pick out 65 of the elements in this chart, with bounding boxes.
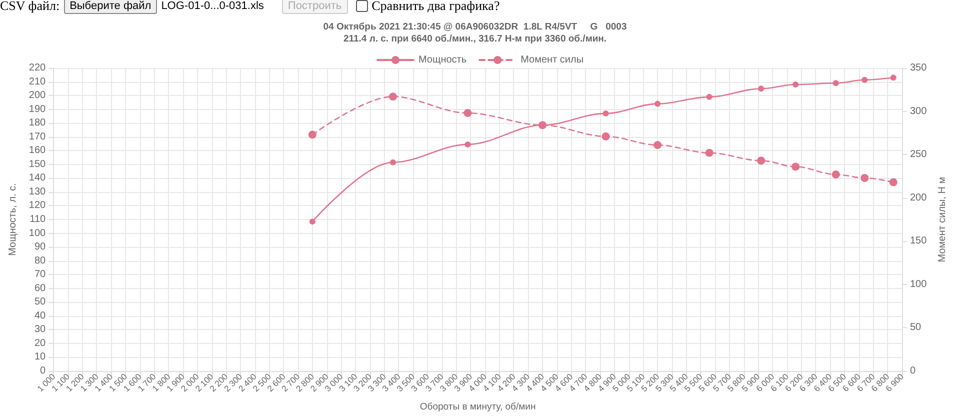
y-axis-title: Мощность, л. с. (8, 183, 18, 256)
point (706, 94, 712, 100)
y2-tick-label: 150 (910, 236, 928, 247)
text: CSV файл: (0, 0, 60, 14)
y-tick-label: 10 (34, 352, 46, 363)
y-tick-label: 210 (28, 76, 46, 88)
point (309, 218, 316, 225)
point (602, 132, 610, 140)
y-tick-label: 150 (28, 158, 46, 170)
point (832, 80, 839, 86)
chart-subtitle: 211.4 л. с. при 6640 об./мин., 316.7 Н-м при 3360 об./мин. (343, 34, 607, 44)
y-tick-label: 180 (28, 118, 46, 129)
y-tick-label: 80 (34, 255, 46, 266)
point (832, 170, 840, 178)
y-tick-label: 50 (34, 296, 46, 308)
point (464, 109, 472, 118)
y-tick-label: 20 (34, 338, 46, 349)
y2-tick-label: 250 (910, 149, 928, 160)
y-tick-label: 130 (28, 186, 46, 198)
y2-tick-label: 100 (910, 278, 928, 290)
point (792, 162, 800, 171)
point (862, 76, 868, 83)
y-tick-label: 30 (34, 324, 46, 336)
y-tick-label: 120 (28, 200, 46, 212)
y-tick-label: 100 (28, 228, 46, 239)
y2-tick-label: 0 (910, 366, 916, 376)
y2-tick-label: 200 (910, 192, 928, 204)
y-tick-label: 220 (28, 62, 46, 74)
point (654, 100, 661, 107)
point (308, 130, 316, 139)
y-tick-label: 110 (30, 214, 46, 225)
point (889, 178, 898, 186)
y-tick-label: 40 (34, 310, 46, 322)
point (757, 156, 766, 165)
y-tick-label: 160 (28, 145, 46, 156)
point (602, 110, 609, 116)
y-tick-label: 140 (28, 172, 46, 184)
text: Выберите файл (64, 0, 158, 14)
y-tick-label: 90 (34, 242, 46, 253)
point (388, 92, 397, 101)
point (654, 141, 662, 150)
y-tick-label: 60 (34, 282, 46, 294)
y-tick-label: 0 (40, 366, 46, 376)
chart-title: 04 Октябрь 2021 21:30:45 @ 06A906032DR 1.8L R4/5VT G 0003 (323, 22, 627, 32)
y-tick-label: 170 (28, 131, 46, 142)
legend-label: Момент силы (520, 54, 584, 66)
point (464, 141, 471, 148)
y2-tick-label: 300 (910, 106, 928, 117)
point (758, 86, 764, 92)
point (890, 74, 896, 81)
y2-axis-title: Момент силы, Н м (937, 176, 948, 262)
point (390, 159, 396, 166)
point (705, 148, 714, 157)
point (860, 174, 869, 182)
y-tick-label: 200 (28, 90, 46, 102)
legend-label: Мощность (418, 54, 467, 66)
y2-tick-label: 350 (910, 62, 928, 74)
y-tick-label: 190 (28, 104, 46, 115)
point (792, 82, 799, 88)
text: LOG-01-0...0-031.xls (161, 0, 264, 12)
x-axis-title: Обороты в минуту, об/мин (420, 402, 536, 412)
text: Сравнить два графика? (372, 0, 500, 14)
y2-tick-label: 50 (910, 322, 922, 334)
y-tick-label: 70 (34, 269, 46, 280)
text: Построить (282, 0, 348, 14)
